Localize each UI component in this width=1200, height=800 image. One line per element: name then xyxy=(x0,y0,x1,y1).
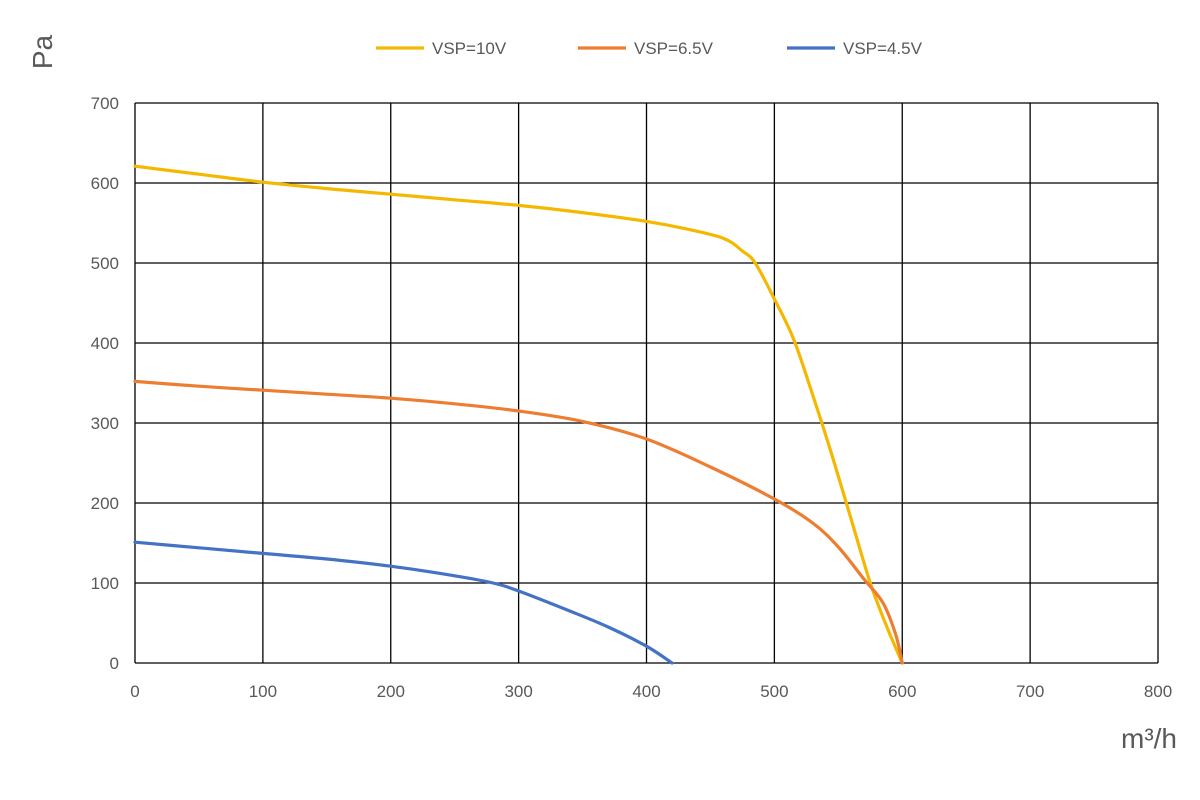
legend: VSP=10V VSP=6.5V VSP=4.5V xyxy=(376,39,923,58)
x-tick-label: 500 xyxy=(760,682,788,701)
y-tick-label: 100 xyxy=(91,574,119,593)
y-tick-label: 300 xyxy=(91,414,119,433)
x-tick-label: 100 xyxy=(249,682,277,701)
grid xyxy=(134,102,1159,664)
legend-label-2: VSP=4.5V xyxy=(843,39,923,58)
y-tick-label: 500 xyxy=(91,254,119,273)
legend-label-1: VSP=6.5V xyxy=(634,39,714,58)
series-line-2 xyxy=(133,540,674,665)
y-tick-label: 400 xyxy=(91,334,119,353)
series-line-1 xyxy=(133,379,904,665)
x-axis-label: m³/h xyxy=(1121,723,1177,754)
x-tick-label: 400 xyxy=(632,682,660,701)
y-tick-label: 600 xyxy=(91,174,119,193)
x-tick-label: 0 xyxy=(130,682,139,701)
x-tick-label: 200 xyxy=(377,682,405,701)
series-line-0 xyxy=(133,164,904,665)
x-tick-label: 600 xyxy=(888,682,916,701)
x-tick-label: 300 xyxy=(504,682,532,701)
y-axis-label: Pa xyxy=(27,34,58,69)
tick-labels: 0 100 200 300 400 500 600 700 800 0 100 200 300 400 50… xyxy=(91,94,1173,701)
y-tick-label: 0 xyxy=(110,654,119,673)
x-tick-label: 800 xyxy=(1144,682,1172,701)
legend-label-0: VSP=10V xyxy=(432,39,507,58)
x-tick-label: 700 xyxy=(1016,682,1044,701)
series-lines xyxy=(133,164,904,665)
y-tick-label: 700 xyxy=(91,94,119,113)
y-tick-label: 200 xyxy=(91,494,119,513)
